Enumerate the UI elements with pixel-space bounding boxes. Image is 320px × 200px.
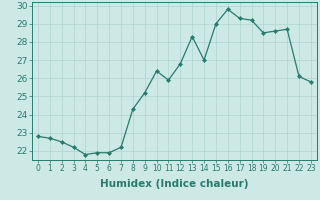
X-axis label: Humidex (Indice chaleur): Humidex (Indice chaleur) — [100, 179, 249, 189]
